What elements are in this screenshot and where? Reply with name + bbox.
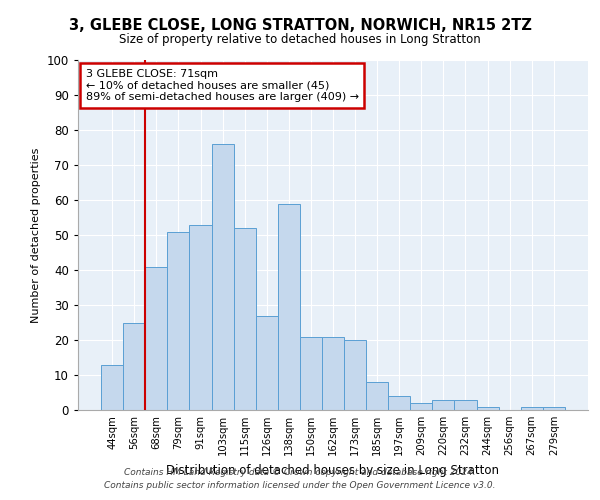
Bar xyxy=(145,266,167,410)
Bar xyxy=(322,336,344,410)
Bar xyxy=(344,340,366,410)
Bar xyxy=(366,382,388,410)
Bar xyxy=(543,406,565,410)
Bar xyxy=(388,396,410,410)
Text: 3, GLEBE CLOSE, LONG STRATTON, NORWICH, NR15 2TZ: 3, GLEBE CLOSE, LONG STRATTON, NORWICH, … xyxy=(68,18,532,32)
Bar xyxy=(256,316,278,410)
Bar xyxy=(212,144,233,410)
Text: Size of property relative to detached houses in Long Stratton: Size of property relative to detached ho… xyxy=(119,32,481,46)
Text: Contains HM Land Registry data © Crown copyright and database right 2024.: Contains HM Land Registry data © Crown c… xyxy=(124,468,476,477)
Bar xyxy=(123,322,145,410)
Bar xyxy=(190,224,212,410)
Bar xyxy=(167,232,190,410)
Bar xyxy=(300,336,322,410)
Bar xyxy=(101,364,123,410)
Bar xyxy=(521,406,543,410)
Text: 3 GLEBE CLOSE: 71sqm
← 10% of detached houses are smaller (45)
89% of semi-detac: 3 GLEBE CLOSE: 71sqm ← 10% of detached h… xyxy=(86,69,359,102)
Bar xyxy=(278,204,300,410)
Bar xyxy=(433,400,454,410)
X-axis label: Distribution of detached houses by size in Long Stratton: Distribution of detached houses by size … xyxy=(167,464,499,476)
Bar xyxy=(233,228,256,410)
Bar xyxy=(454,400,476,410)
Bar xyxy=(410,403,433,410)
Y-axis label: Number of detached properties: Number of detached properties xyxy=(31,148,41,322)
Bar xyxy=(476,406,499,410)
Text: Contains public sector information licensed under the Open Government Licence v3: Contains public sector information licen… xyxy=(104,480,496,490)
